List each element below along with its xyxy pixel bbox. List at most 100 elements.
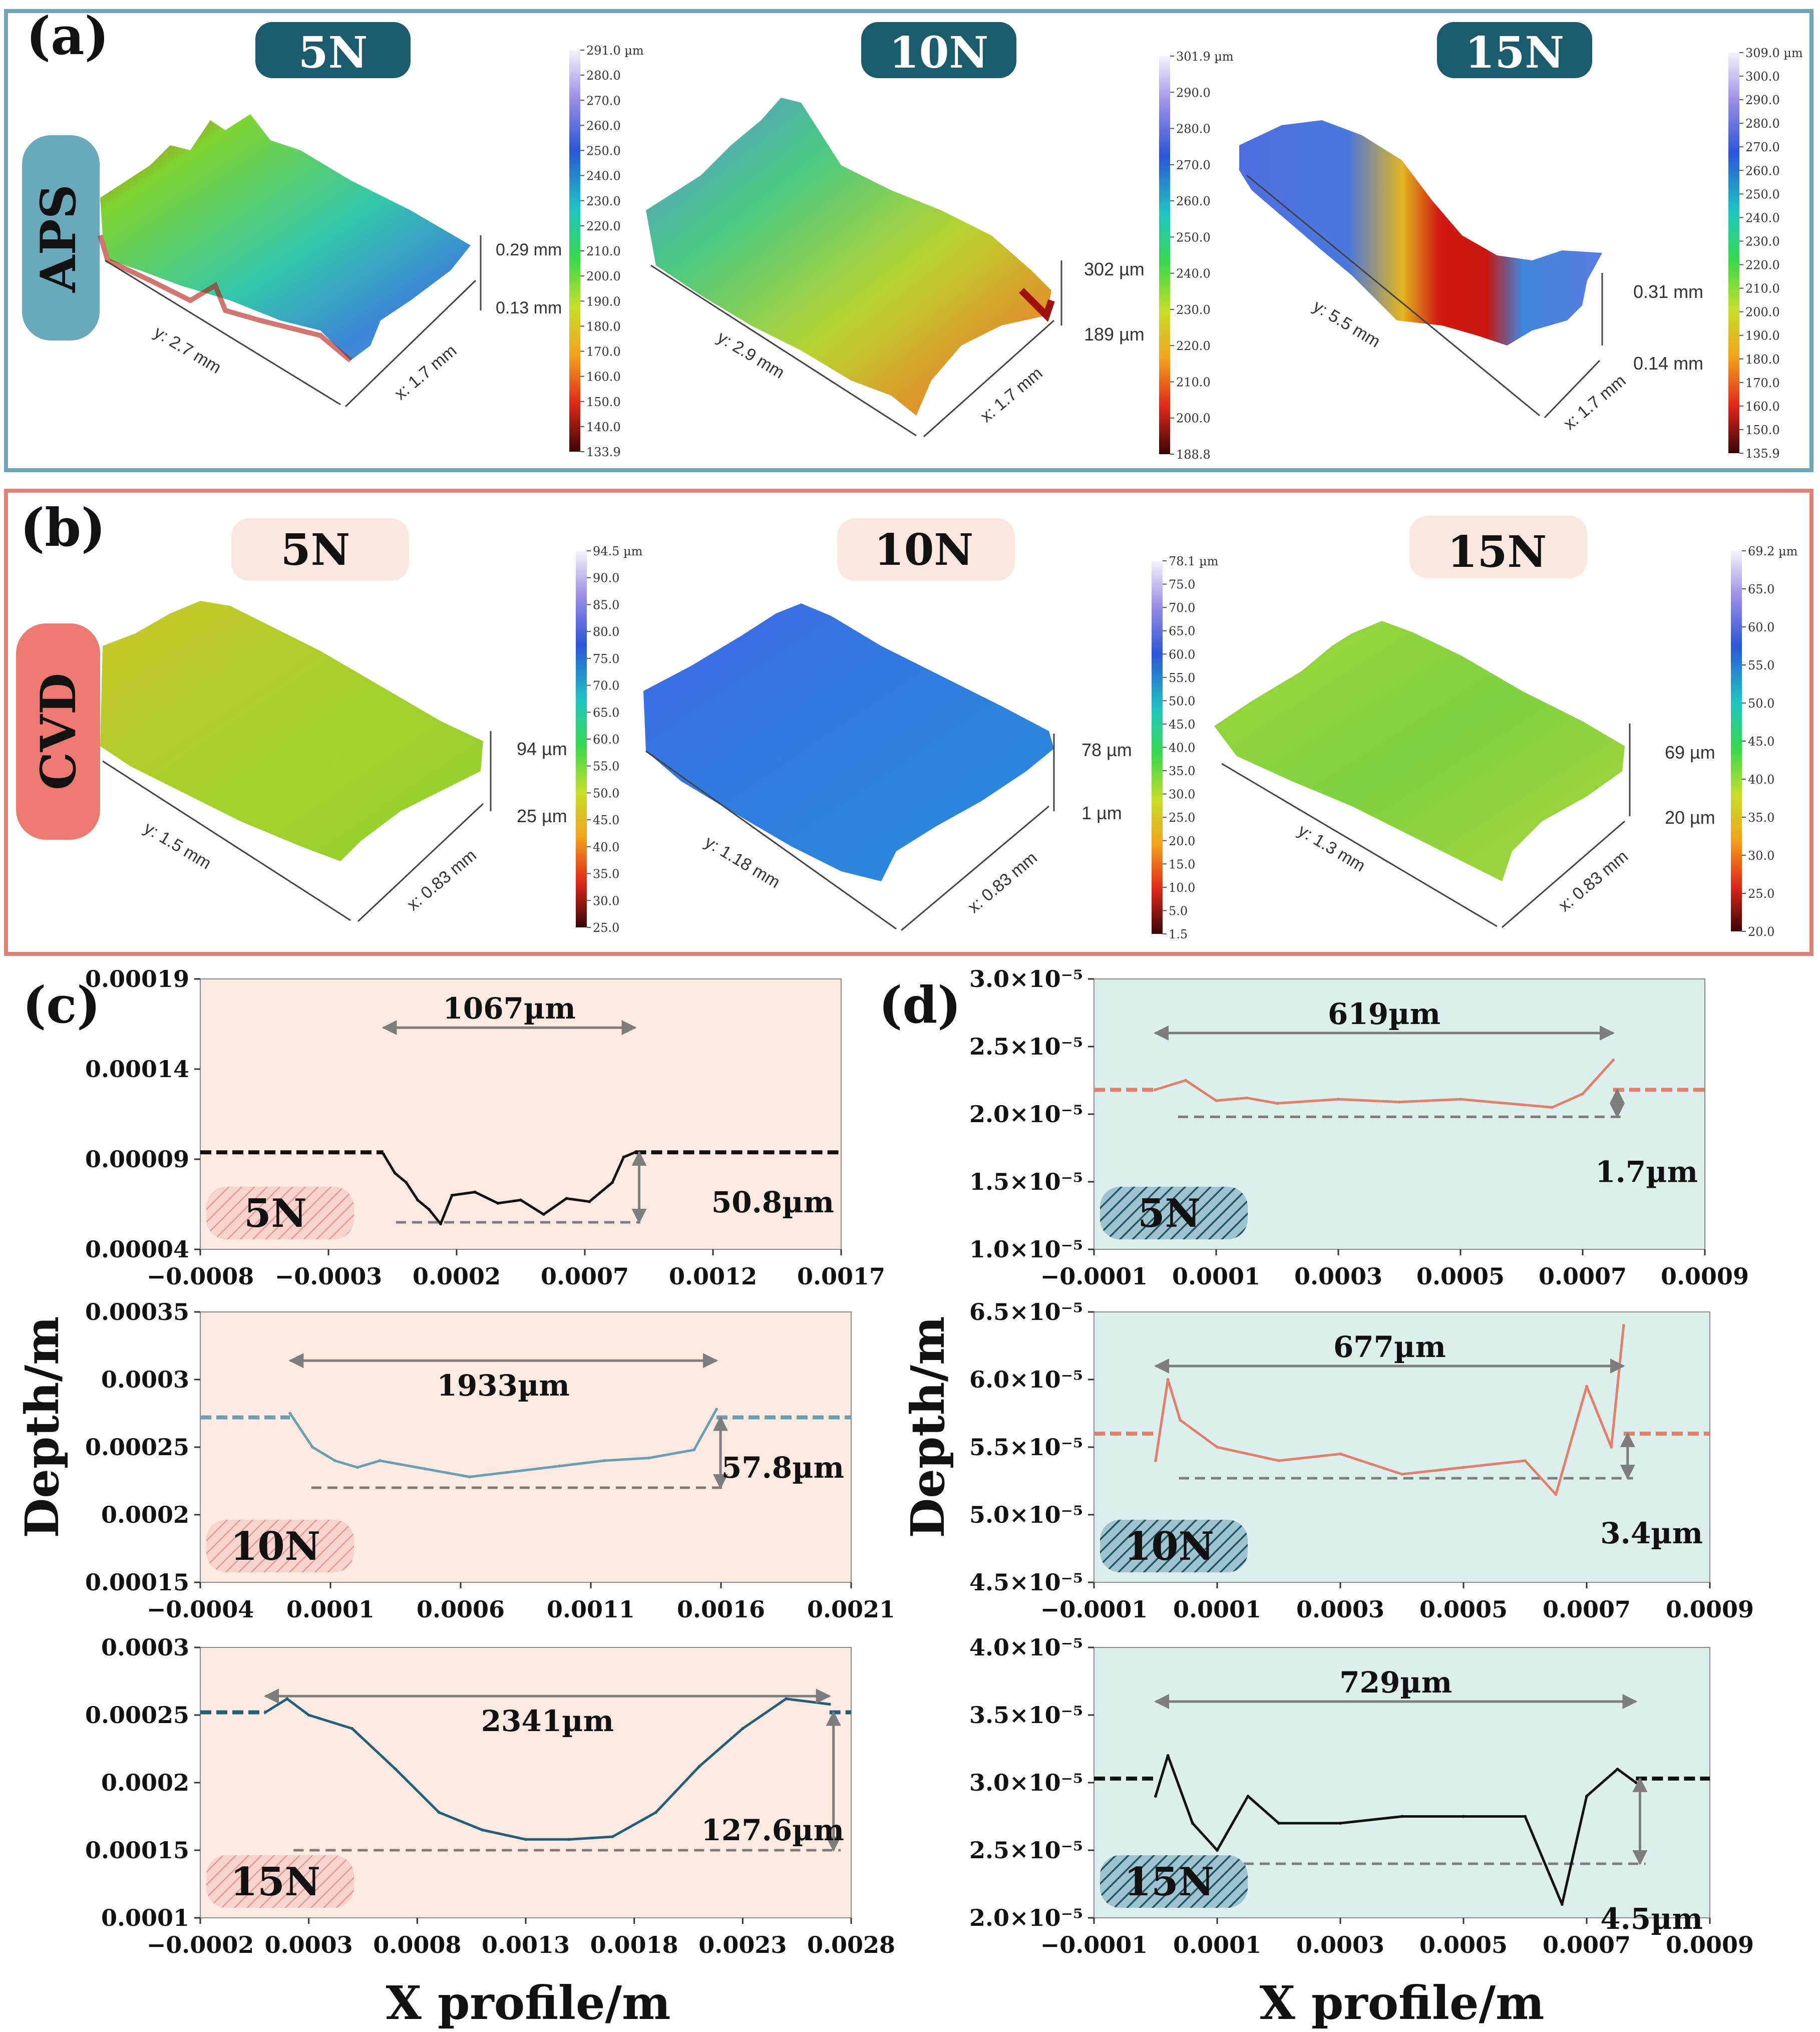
colorbar-tick-label: 5.0 bbox=[1169, 904, 1188, 918]
profile-data-point bbox=[1154, 1459, 1157, 1462]
colorbar-tick-label: 170.0 bbox=[586, 345, 621, 359]
panel-a: (a) APS 5N 10N 15N y: 2.7 mm x: 1.7 mm 0… bbox=[4, 5, 1813, 472]
profile-data-point bbox=[416, 1198, 420, 1202]
profile-data-point bbox=[1245, 1096, 1248, 1100]
colorbar-tick-label: 55.0 bbox=[1748, 658, 1774, 672]
colorbar-tick-label: 20.0 bbox=[1169, 834, 1195, 848]
colorbar-tick-label: 220.0 bbox=[586, 219, 621, 233]
colorbar-a-10n bbox=[1159, 56, 1170, 454]
y-tick-label: 6.0×10⁻⁵ bbox=[969, 1366, 1083, 1393]
profile-data-point bbox=[473, 1190, 477, 1194]
profile-data-point bbox=[524, 1838, 527, 1841]
x-tick-label: 0.0003 bbox=[1296, 1596, 1384, 1623]
colorbar-tick-label: 70.0 bbox=[593, 679, 619, 693]
width-annotation: 2341µm bbox=[481, 1704, 614, 1738]
profile-data-point bbox=[828, 1703, 831, 1706]
profile-data-point bbox=[1166, 1378, 1170, 1381]
colorbar-tick-label: 65.0 bbox=[593, 706, 619, 720]
colorbar-tick-label: 45.0 bbox=[1748, 735, 1774, 749]
profile-data-point bbox=[1459, 1098, 1462, 1101]
x-axis-label-b-10n: x: 0.83 mm bbox=[964, 848, 1041, 917]
x-tick-label: 0.0002 bbox=[413, 1263, 501, 1290]
colorbar-tick-label: 280.0 bbox=[1745, 117, 1780, 131]
load-badge-a-15n bbox=[1437, 22, 1592, 78]
profile-data-point bbox=[1622, 1324, 1625, 1327]
colorbar-tick-label: 230.0 bbox=[1176, 303, 1211, 317]
profile-data-point bbox=[1616, 1768, 1619, 1771]
load-tag bbox=[206, 1187, 354, 1239]
x-tick-label: −0.0003 bbox=[275, 1263, 383, 1290]
profile-series-line bbox=[382, 1151, 636, 1225]
colorbar-tick-label: 190.0 bbox=[1745, 329, 1780, 343]
colorbar-tick-label: 300.0 bbox=[1745, 70, 1780, 84]
colorbar-tick-label: 60.0 bbox=[593, 733, 619, 747]
y-tick-label: 0.00004 bbox=[85, 1236, 189, 1263]
colorbar-b-5n bbox=[576, 551, 587, 927]
y-tick-label: 3.5×10⁻⁵ bbox=[969, 1702, 1083, 1729]
colorbar-tick-label: 220.0 bbox=[1745, 258, 1780, 272]
load-tag-label: 5N bbox=[244, 1191, 307, 1236]
profile-data-point bbox=[428, 1208, 431, 1211]
profile-data-point bbox=[715, 1408, 718, 1411]
y-tick-label: 0.0003 bbox=[101, 1366, 189, 1393]
profile-data-point bbox=[1585, 1385, 1588, 1388]
y-tick-label: 1.0×10⁻⁵ bbox=[969, 1236, 1083, 1263]
colorbar-tick-label: 260.0 bbox=[1176, 194, 1211, 208]
depth-annotation: 50.8µm bbox=[711, 1185, 834, 1219]
z-top-label-a-15n: 0.31 mm bbox=[1633, 281, 1703, 302]
y-tick-label: 0.0001 bbox=[101, 1904, 189, 1931]
profile-data-point bbox=[1216, 1849, 1219, 1852]
y-tick-label: 0.00015 bbox=[85, 1569, 189, 1596]
profile-data-point bbox=[423, 1467, 427, 1471]
profile-chart-d-10n: 4.5×10⁻⁵ 5.0×10⁻⁵ 5.5×10⁻⁵ 6.0×10⁻⁵ 6.5×10⁻⁵… bbox=[969, 1298, 1754, 1623]
depth-annotation: 57.8µm bbox=[721, 1451, 844, 1485]
profile-data-point bbox=[394, 1768, 397, 1771]
color-scale-a-15n: 309.0 µm 300.0 290.0 280.0 270.0 260.0 250.0 24… bbox=[1728, 46, 1803, 461]
x-tick-label: 0.0009 bbox=[1666, 1596, 1754, 1623]
colorbar-tick-label: 85.0 bbox=[593, 598, 619, 612]
ylabel-c: Depth/m bbox=[15, 1316, 69, 1538]
colorbar-tick-label: 150.0 bbox=[586, 395, 621, 409]
profile-data-point bbox=[350, 1727, 354, 1730]
profile-data-point bbox=[654, 1811, 657, 1814]
profile-data-point bbox=[1634, 1781, 1638, 1784]
colorbar-tick-label: 80.0 bbox=[593, 625, 619, 639]
color-scale-b-10n: 78.1 µm 75.0 70.0 65.0 60.0 55.0 50.0 45.0 40.0 3… bbox=[1152, 554, 1219, 941]
load-label-a-5n: 5N bbox=[298, 28, 368, 78]
load-tag bbox=[1100, 1520, 1248, 1572]
z-bottom-label-a-15n: 0.14 mm bbox=[1633, 353, 1703, 374]
colorbar-tick-label: 55.0 bbox=[1169, 671, 1195, 685]
y-tick-label: 2.5×10⁻⁵ bbox=[969, 1033, 1083, 1060]
colorbar-tick-label: 200.0 bbox=[1745, 305, 1780, 319]
load-tag-label: 10N bbox=[1124, 1524, 1214, 1569]
colorbar-tick-label: 250.0 bbox=[586, 144, 621, 158]
colorbar-tick-label: 45.0 bbox=[593, 813, 619, 827]
colorbar-ticks-a-15n: 309.0 µm 300.0 290.0 280.0 270.0 260.0 250.0 24… bbox=[1739, 46, 1803, 461]
load-label-a-15n: 15N bbox=[1465, 28, 1564, 78]
y-tick-label: 2.0×10⁻⁵ bbox=[969, 1904, 1083, 1931]
profile-data-point bbox=[450, 1194, 454, 1197]
colorbar-tick-label: 290.0 bbox=[1176, 86, 1211, 100]
x-tick-label: 0.0007 bbox=[541, 1263, 629, 1290]
load-badge-b-15n bbox=[1409, 516, 1587, 578]
load-tag bbox=[206, 1520, 354, 1572]
load-label-b-5n: 5N bbox=[281, 525, 350, 575]
colorbar-tick-label: 94.5 µm bbox=[593, 544, 643, 558]
colorbar-tick-label: 240.0 bbox=[1176, 267, 1211, 281]
x-tick-label: 0.0021 bbox=[807, 1596, 895, 1623]
load-badge-a-5n bbox=[255, 22, 411, 78]
y-tick-label: 5.0×10⁻⁵ bbox=[969, 1501, 1083, 1528]
y-tick-label: 0.0002 bbox=[101, 1769, 189, 1796]
profile-data-point bbox=[405, 1181, 408, 1184]
x-axis-label-b-15n: x: 0.83 mm bbox=[1555, 847, 1632, 915]
profile-data-point bbox=[1215, 1099, 1218, 1102]
colorbar-tick-label: 60.0 bbox=[1169, 647, 1195, 661]
profile-data-point bbox=[610, 1181, 614, 1184]
colorbar-tick-label: 35.0 bbox=[1169, 764, 1195, 778]
x-tick-label: 0.0009 bbox=[1666, 1931, 1754, 1958]
y-tick-label: 3.0×10⁻⁵ bbox=[969, 1769, 1083, 1796]
profile-data-point bbox=[1612, 1059, 1615, 1062]
surface-mesh-b-15n bbox=[1214, 621, 1625, 881]
y-tick-label: 0.00019 bbox=[85, 965, 189, 992]
profile-data-point bbox=[288, 1412, 292, 1415]
